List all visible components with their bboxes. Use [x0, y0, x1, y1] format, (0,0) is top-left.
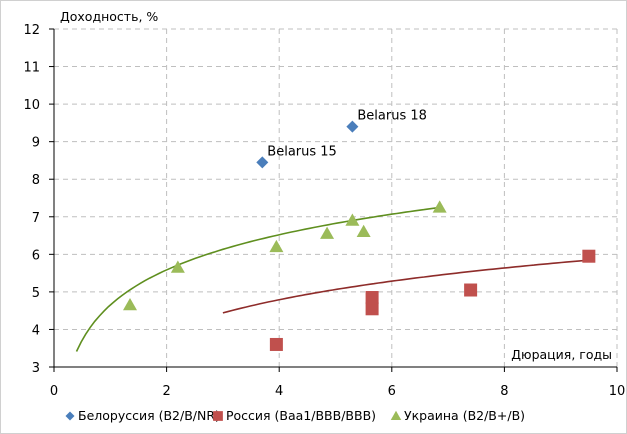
- square-point: [269, 337, 283, 351]
- legend-item: Белоруссия (B2/B/NR): [65, 408, 220, 423]
- y-axis-title: Доходность, %: [60, 9, 158, 24]
- legend-diamond-icon: [65, 411, 75, 421]
- y-tick-label: 6: [32, 248, 40, 263]
- legend-label: Россия (Baa1/BBB/BBB): [226, 408, 376, 423]
- legend-item: Украина (B2/B+/B): [390, 408, 525, 423]
- y-tick-label: 8: [32, 173, 40, 188]
- legend-label: Украина (B2/B+/B): [404, 408, 525, 423]
- gridlines: [54, 28, 618, 367]
- data-points: [123, 120, 596, 351]
- tick-labels: 0 2 4 6 8 10 3 4 5 6 7 8 9 10 11 12: [23, 23, 625, 399]
- y-tick-label: 3: [32, 361, 40, 376]
- x-tick-label: 8: [500, 384, 508, 399]
- axes: [49, 28, 618, 372]
- triangle-point: [269, 239, 284, 253]
- triangle-point: [432, 200, 447, 213]
- legend-label: Белоруссия (B2/B/NR): [78, 408, 220, 423]
- point-annotation: Belarus 15: [267, 144, 337, 159]
- triangle-point: [320, 226, 335, 239]
- y-tick-label: 12: [23, 23, 40, 38]
- x-axis-title: Дюрация, годы: [511, 347, 612, 362]
- x-tick-label: 10: [609, 384, 626, 399]
- triangle-point: [345, 213, 360, 226]
- y-tick-label: 7: [32, 211, 40, 226]
- x-tick-label: 6: [388, 384, 396, 399]
- point-annotations: Belarus 15 Belarus 18: [267, 109, 427, 160]
- x-tick-label: 2: [162, 384, 170, 399]
- legend-item: Россия (Baa1/BBB/BBB): [213, 408, 376, 423]
- diamond-point: [346, 120, 359, 133]
- legend-triangle-icon: [390, 410, 402, 420]
- trendline: [75, 206, 443, 352]
- y-tick-label: 11: [23, 61, 40, 76]
- square-point: [365, 291, 379, 305]
- x-tick-label: 0: [50, 384, 58, 399]
- y-tick-label: 4: [32, 323, 40, 338]
- legend-square-icon: [213, 411, 223, 421]
- y-tick-label: 9: [32, 136, 40, 151]
- point-annotation: Belarus 18: [357, 109, 427, 124]
- trendline: [222, 259, 589, 314]
- triangle-point: [170, 260, 185, 273]
- square-point: [365, 302, 379, 316]
- y-tick-label: 5: [32, 286, 40, 301]
- triangle-point: [356, 224, 371, 238]
- legend: Белоруссия (B2/B/NR) Россия (Baa1/BBB/BBB…: [65, 408, 525, 423]
- x-tick-label: 4: [275, 384, 283, 399]
- y-tick-label: 10: [23, 98, 40, 113]
- triangle-point: [123, 298, 138, 311]
- square-point: [464, 283, 478, 297]
- trendlines: [75, 206, 589, 352]
- square-point: [582, 249, 596, 263]
- diamond-point: [256, 156, 269, 169]
